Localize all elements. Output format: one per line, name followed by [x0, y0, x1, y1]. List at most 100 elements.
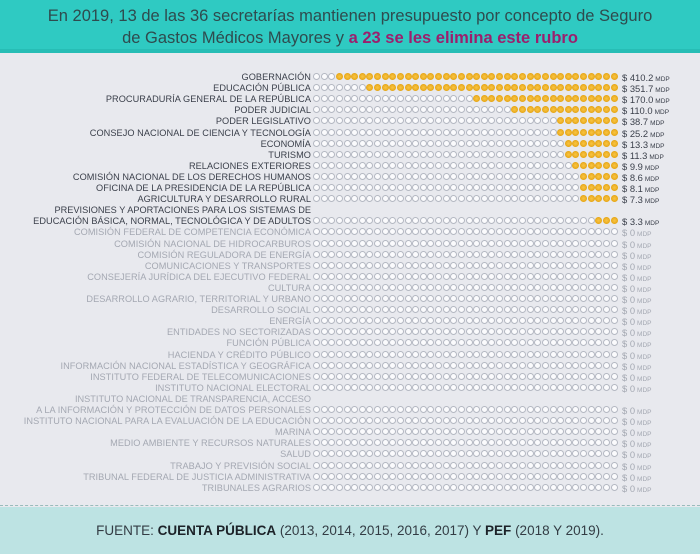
- filled-dot: [519, 106, 526, 114]
- empty-dot: [587, 406, 595, 413]
- empty-dot: [374, 295, 382, 302]
- empty-dot: [488, 195, 496, 203]
- empty-dot: [557, 272, 565, 280]
- empty-dot: [511, 483, 519, 491]
- row-label: COMISIÓN REGULADORA DE ENERGÍA: [137, 249, 311, 260]
- empty-dot: [427, 195, 435, 203]
- empty-dot: [313, 106, 320, 114]
- filled-dot: [587, 128, 595, 136]
- empty-dot: [602, 239, 610, 247]
- empty-dot: [427, 472, 435, 480]
- empty-dot: [580, 461, 588, 469]
- empty-dot: [381, 472, 389, 480]
- empty-dot: [320, 317, 328, 325]
- empty-dot: [389, 483, 397, 491]
- empty-dot: [519, 483, 526, 491]
- filled-dot: [351, 73, 359, 80]
- empty-dot: [313, 383, 320, 391]
- empty-dot: [572, 472, 580, 480]
- empty-dot: [587, 261, 595, 269]
- filled-dot: [511, 95, 519, 103]
- value-amount: $ 0: [622, 438, 636, 450]
- empty-dot: [595, 328, 603, 336]
- empty-dot: [381, 283, 389, 291]
- empty-dot: [343, 339, 351, 347]
- empty-dot: [419, 317, 427, 325]
- empty-dot: [404, 117, 412, 125]
- empty-dot: [404, 439, 412, 447]
- empty-dot: [465, 272, 473, 280]
- empty-dot: [389, 139, 397, 147]
- empty-dot: [343, 84, 351, 92]
- empty-dot: [457, 439, 465, 447]
- value-unit: MDP: [637, 286, 652, 294]
- empty-dot: [473, 250, 481, 258]
- empty-dot: [351, 328, 359, 336]
- empty-dot: [572, 217, 580, 225]
- empty-dot: [572, 406, 580, 413]
- empty-dot: [435, 161, 443, 169]
- empty-dot: [343, 472, 351, 480]
- empty-dot: [320, 372, 328, 380]
- empty-dot: [358, 328, 366, 336]
- empty-dot: [557, 350, 565, 358]
- empty-dot: [313, 450, 320, 458]
- empty-dot: [374, 272, 382, 280]
- empty-dot: [511, 139, 519, 147]
- empty-dot: [328, 295, 336, 302]
- empty-dot: [366, 128, 374, 136]
- empty-dot: [343, 139, 351, 147]
- source-footer: FUENTE: CUENTA PÚBLICA (2013, 2014, 2015…: [0, 507, 700, 554]
- empty-dot: [488, 172, 496, 180]
- empty-dot: [465, 372, 473, 380]
- empty-dot: [519, 406, 526, 413]
- empty-dot: [366, 439, 374, 447]
- empty-dot: [427, 339, 435, 347]
- empty-dot: [610, 450, 618, 458]
- empty-dot: [328, 106, 336, 114]
- empty-dot: [572, 250, 580, 258]
- empty-dot: [480, 128, 488, 136]
- empty-dot: [427, 439, 435, 447]
- value-amount: $ 0: [622, 416, 636, 428]
- empty-dot: [549, 383, 557, 391]
- filled-dot: [580, 172, 588, 180]
- empty-dot: [374, 195, 382, 203]
- empty-dot: [335, 172, 343, 180]
- empty-dot: [335, 472, 343, 480]
- empty-dot: [374, 283, 382, 291]
- empty-dot: [412, 439, 420, 447]
- chart-row: MARINA $ 0 MDP: [0, 427, 700, 438]
- empty-dot: [457, 139, 465, 147]
- empty-dot: [610, 472, 618, 480]
- empty-dot: [435, 328, 443, 336]
- empty-dot: [557, 339, 565, 347]
- chart-row: FUNCIÓN PÚBLICA $ 0 MDP: [0, 338, 700, 349]
- empty-dot: [496, 117, 504, 125]
- empty-dot: [488, 383, 496, 391]
- empty-dot: [351, 228, 359, 236]
- row-value: $ 170.0 MDP: [622, 94, 670, 107]
- empty-dot: [435, 150, 443, 158]
- empty-dot: [351, 461, 359, 469]
- empty-dot: [358, 117, 366, 125]
- empty-dot: [313, 428, 320, 436]
- empty-dot: [457, 261, 465, 269]
- row-value: $ 0 MDP: [622, 361, 652, 374]
- empty-dot: [419, 417, 427, 425]
- empty-dot: [320, 239, 328, 247]
- empty-dot: [473, 339, 481, 347]
- empty-dot: [519, 306, 526, 314]
- empty-dot: [496, 439, 504, 447]
- empty-dot: [419, 228, 427, 236]
- empty-dot: [457, 295, 465, 302]
- empty-dot: [435, 295, 443, 302]
- empty-dot: [473, 195, 481, 203]
- empty-dot: [412, 117, 420, 125]
- empty-dot: [534, 217, 542, 225]
- row-label: COMISIÓN NACIONAL DE LOS DERECHOS HUMANO…: [72, 171, 311, 182]
- row-value: $ 0 MDP: [622, 350, 652, 363]
- empty-dot: [534, 195, 542, 203]
- empty-dot: [610, 283, 618, 291]
- empty-dot: [320, 406, 328, 413]
